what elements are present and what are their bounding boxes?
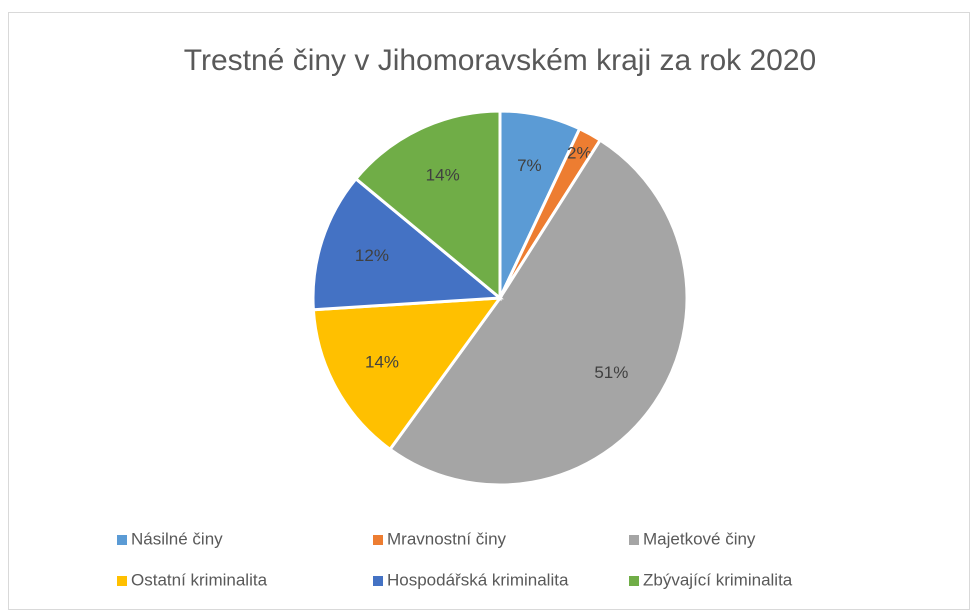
legend-marker	[629, 535, 639, 545]
pie-slice	[311, 176, 504, 312]
legend-label: Mravnostní činy	[387, 529, 507, 548]
data-label: 2%	[567, 143, 592, 162]
legend-label: Majetkové činy	[643, 529, 756, 548]
data-label: 14%	[365, 352, 399, 371]
legend-label: Zbývající kriminalita	[643, 570, 793, 589]
legend-label: Ostatní kriminalita	[131, 570, 268, 589]
legend-marker	[117, 535, 127, 545]
data-label: 14%	[426, 166, 460, 185]
legend-marker	[117, 576, 127, 586]
legend-marker	[373, 535, 383, 545]
data-label: 7%	[517, 156, 542, 175]
pie-slice	[311, 296, 504, 452]
data-label: 12%	[355, 246, 389, 265]
legend-marker	[373, 576, 383, 586]
legend-label: Násilné činy	[131, 529, 223, 548]
data-label: 51%	[594, 363, 628, 382]
chart-title: Trestné činy v Jihomoravském kraji za ro…	[184, 44, 816, 77]
pie-slice	[387, 138, 689, 487]
legend-label: Hospodářská kriminalita	[387, 570, 569, 589]
pie-slice	[353, 109, 502, 302]
legend-marker	[629, 576, 639, 586]
